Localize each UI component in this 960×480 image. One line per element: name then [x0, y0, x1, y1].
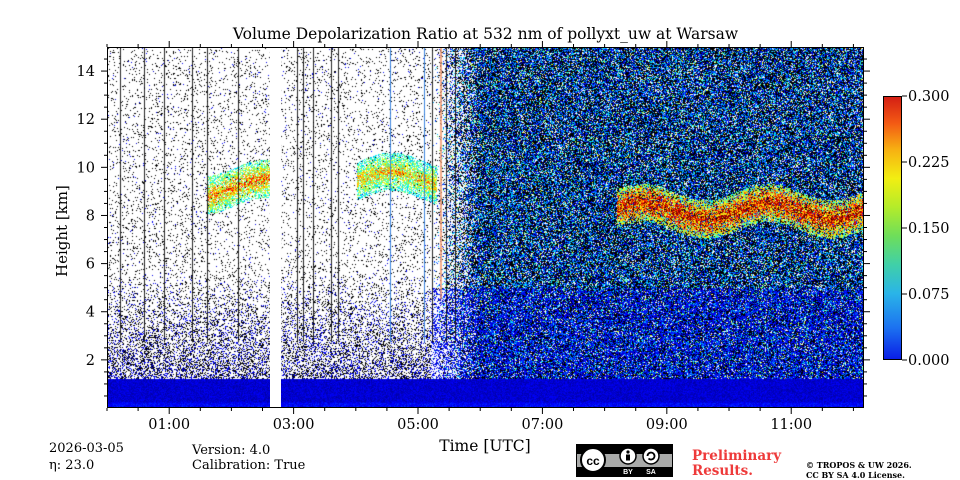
x-tick-label-0: 01:00	[148, 417, 190, 433]
x-tick-label-1: 03:00	[273, 417, 315, 433]
x-axis-label: Time [UTC]	[439, 437, 531, 455]
y-tick-label-3: 8	[86, 208, 95, 224]
meta-calibration: Calibration: True	[192, 458, 306, 473]
meta-version: Version: 4.0	[192, 443, 271, 458]
x-tick-label-5: 11:00	[770, 417, 812, 433]
plot-area	[107, 47, 864, 408]
preliminary-notice: Preliminary Results.	[692, 449, 781, 479]
preliminary-line-1: Preliminary	[692, 448, 782, 464]
chart-title: Volume Depolarization Ratio at 532 nm of…	[232, 25, 739, 43]
y-tick-label-0: 2	[86, 353, 95, 369]
copyright-notice: © TROPOS & UW 2026. CC BY SA 4.0 License…	[806, 460, 912, 480]
colorbar-tick-label-3: 0.225	[908, 155, 950, 171]
y-tick-label-1: 4	[86, 305, 95, 321]
meta-eta: η: 23.0	[49, 458, 95, 473]
depolarization-heatmap	[108, 48, 863, 407]
y-tick-label-6: 14	[77, 64, 95, 80]
y-tick-label-4: 10	[77, 160, 95, 176]
sa-icon	[642, 447, 660, 465]
cc-license-badge: cc BY SA	[576, 444, 673, 477]
y-axis-label: Height [km]	[53, 185, 71, 277]
colorbar-tick-label-1: 0.075	[908, 287, 950, 303]
x-tick-label-2: 05:00	[397, 417, 439, 433]
y-tick-label-5: 12	[77, 112, 95, 128]
cc-by-label: BY	[623, 469, 633, 476]
colorbar-tick-label-2: 0.150	[908, 221, 950, 237]
x-tick-label-4: 09:00	[646, 417, 688, 433]
colorbar-tick-label-4: 0.300	[908, 89, 950, 105]
svg-text:cc: cc	[586, 454, 600, 468]
meta-date: 2026-03-05	[49, 441, 124, 456]
colorbar-tick-label-0: 0.000	[908, 353, 950, 369]
cc-icon	[580, 447, 606, 473]
data-gap	[269, 48, 281, 407]
x-tick-label-3: 07:00	[522, 417, 564, 433]
y-tick-label-2: 6	[86, 257, 95, 273]
cc-sa-label: SA	[646, 469, 656, 476]
copyright-line-1: © TROPOS & UW 2026.	[806, 460, 912, 470]
colorbar	[883, 96, 902, 360]
copyright-line-2: CC BY SA 4.0 License.	[806, 470, 905, 480]
preliminary-line-2: Results.	[692, 463, 753, 479]
